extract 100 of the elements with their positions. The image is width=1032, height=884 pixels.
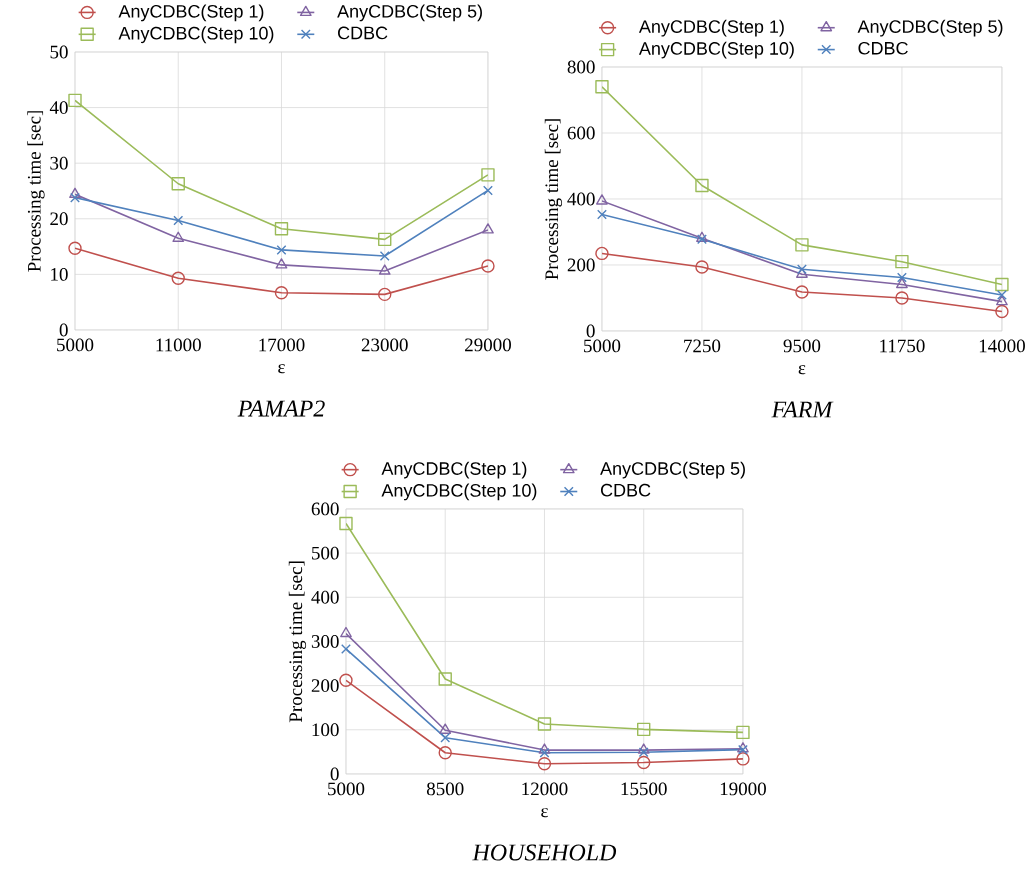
point bbox=[68, 241, 82, 255]
legend-label: AnyCDBC(Step 5) bbox=[337, 4, 482, 22]
point bbox=[895, 291, 909, 305]
point bbox=[995, 304, 1009, 319]
x-axis-title: ε bbox=[541, 808, 548, 818]
x-tick-label: 14000 bbox=[979, 339, 1025, 353]
legend-label: CDBC bbox=[338, 26, 388, 40]
text: FARM bbox=[771, 401, 834, 418]
y-axis-title: Processing time [sec] bbox=[544, 119, 563, 280]
point bbox=[340, 626, 352, 638]
x-tick-label: 23000 bbox=[361, 338, 408, 352]
point bbox=[274, 286, 289, 300]
y-tick-label: 0 bbox=[586, 324, 595, 338]
y-tick-label: 100 bbox=[312, 723, 339, 737]
point bbox=[173, 215, 184, 226]
point bbox=[68, 93, 82, 108]
y-tick-label: 200 bbox=[567, 258, 595, 272]
point bbox=[171, 177, 185, 191]
point bbox=[539, 747, 550, 758]
x-tick-label: 17000 bbox=[259, 338, 305, 352]
point bbox=[538, 743, 551, 754]
point bbox=[378, 287, 392, 302]
point bbox=[895, 255, 909, 269]
text: HOUSEHOLD bbox=[472, 844, 617, 861]
point bbox=[637, 722, 651, 737]
y-tick-label: 0 bbox=[59, 323, 68, 337]
y-tick-label: 30 bbox=[50, 156, 68, 170]
point bbox=[276, 245, 287, 255]
point bbox=[341, 644, 351, 654]
y-tick-label: 40 bbox=[49, 101, 68, 115]
y-tick-label: 10 bbox=[51, 267, 68, 281]
point bbox=[339, 516, 353, 531]
x-tick-label: 8500 bbox=[426, 782, 464, 796]
point bbox=[596, 194, 608, 205]
y-tick-label: 50 bbox=[50, 45, 68, 59]
point bbox=[896, 272, 907, 283]
y-tick-label: 500 bbox=[312, 546, 339, 560]
point bbox=[440, 732, 451, 743]
point bbox=[69, 187, 81, 199]
x-tick-label: 5000 bbox=[584, 339, 621, 353]
legend-label: AnyCDBC(Step 5) bbox=[857, 19, 1003, 37]
point bbox=[695, 178, 709, 193]
text: PAMAP2 bbox=[237, 400, 325, 417]
y-tick-label: 600 bbox=[567, 126, 595, 140]
point bbox=[439, 723, 452, 734]
legend-label: AnyCDBC(Step 10) bbox=[638, 41, 794, 59]
x-tick-label: 29000 bbox=[465, 338, 511, 352]
legend-label: CDBC bbox=[858, 41, 908, 55]
legend-label: AnyCDBC(Step 5) bbox=[600, 461, 745, 479]
point bbox=[896, 277, 908, 289]
point bbox=[172, 231, 185, 242]
point bbox=[695, 260, 709, 274]
point bbox=[379, 251, 390, 261]
point bbox=[736, 725, 750, 740]
point bbox=[995, 277, 1009, 292]
legend-label: CDBC bbox=[600, 483, 651, 497]
legend-label: AnyCDBC(Step 1) bbox=[118, 4, 264, 22]
point bbox=[795, 285, 809, 299]
y-tick-label: 0 bbox=[330, 767, 339, 781]
point bbox=[70, 192, 80, 203]
point bbox=[637, 743, 650, 754]
y-axis-title: Processing time [sec] bbox=[288, 561, 307, 723]
point bbox=[597, 209, 607, 220]
y-tick-label: 600 bbox=[311, 502, 339, 516]
y-tick-label: 800 bbox=[567, 60, 595, 74]
x-tick-label: 7250 bbox=[684, 339, 721, 353]
point bbox=[438, 672, 452, 686]
point bbox=[996, 290, 1007, 300]
y-tick-label: 400 bbox=[311, 590, 339, 604]
legend-label: AnyCDBC(Step 1) bbox=[381, 461, 527, 479]
x-tick-label: 12000 bbox=[522, 782, 568, 796]
legend-label: AnyCDBC(Step 1) bbox=[638, 19, 784, 37]
y-axis-title: Processing time [sec] bbox=[27, 111, 45, 272]
x-tick-label: 9500 bbox=[783, 339, 821, 353]
point bbox=[378, 264, 391, 275]
point bbox=[482, 223, 494, 234]
point bbox=[795, 238, 809, 252]
point bbox=[481, 259, 495, 273]
point bbox=[339, 673, 353, 688]
point bbox=[171, 271, 185, 285]
x-axis-title: ε bbox=[278, 364, 285, 374]
point bbox=[438, 746, 452, 760]
x-axis-title: ε bbox=[798, 365, 806, 375]
point bbox=[638, 747, 649, 758]
legend-label: AnyCDBC(Step 10) bbox=[118, 26, 274, 44]
point bbox=[595, 80, 609, 94]
legend-label: AnyCDBC(Step 10) bbox=[381, 483, 537, 501]
y-tick-label: 20 bbox=[50, 212, 68, 226]
point bbox=[274, 222, 289, 236]
x-tick-label: 15500 bbox=[621, 782, 667, 796]
point bbox=[736, 752, 750, 766]
point bbox=[595, 246, 609, 261]
x-tick-label: 11000 bbox=[156, 338, 201, 352]
y-tick-label: 300 bbox=[311, 635, 339, 648]
y-tick-label: 200 bbox=[311, 679, 339, 693]
point bbox=[378, 232, 392, 247]
point bbox=[537, 717, 552, 731]
x-tick-label: 19000 bbox=[720, 782, 766, 796]
x-tick-label: 11750 bbox=[880, 339, 925, 353]
x-tick-label: 5000 bbox=[57, 338, 94, 352]
